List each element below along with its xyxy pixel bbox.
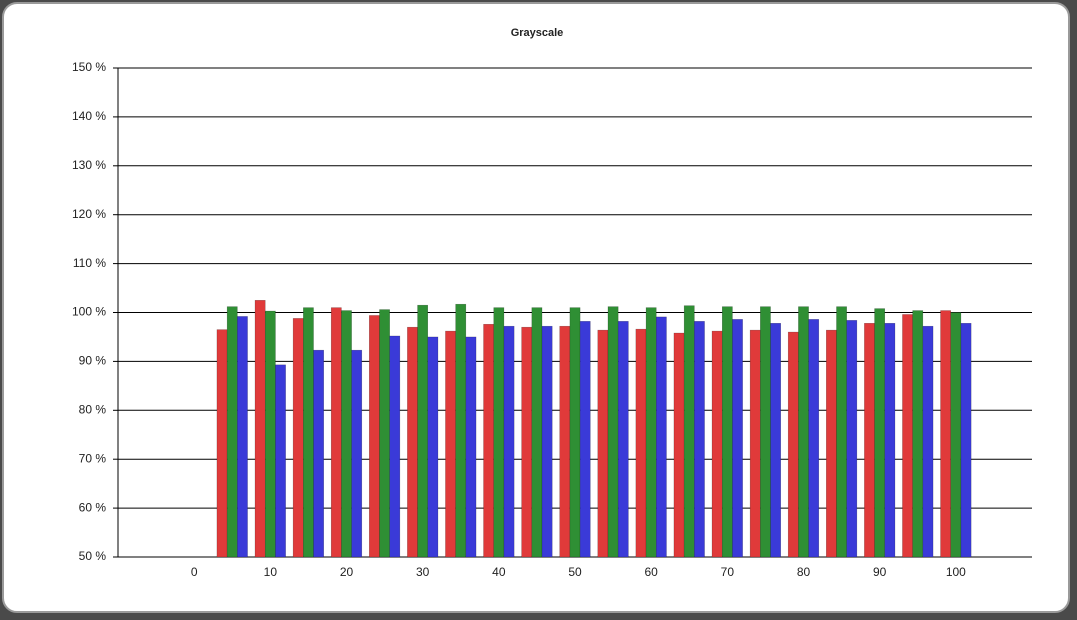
bar bbox=[864, 323, 875, 558]
y-tick-label: 50 % bbox=[79, 549, 107, 563]
bar bbox=[683, 305, 695, 558]
bar bbox=[884, 323, 896, 558]
y-tick-label: 140 % bbox=[72, 109, 106, 123]
bar bbox=[264, 310, 276, 558]
y-tick-label: 110 % bbox=[73, 256, 106, 270]
chart-title: Grayscale bbox=[511, 27, 564, 39]
bar bbox=[455, 303, 467, 558]
x-tick-label: 70 bbox=[721, 565, 735, 579]
bar bbox=[445, 330, 456, 558]
y-tick-label: 70 % bbox=[79, 451, 107, 465]
bar bbox=[541, 325, 553, 558]
bar bbox=[254, 300, 266, 558]
x-tick-label: 50 bbox=[568, 565, 582, 579]
bar bbox=[950, 312, 962, 558]
bar bbox=[379, 309, 390, 558]
x-tick-label: 100 bbox=[946, 565, 966, 579]
bar bbox=[960, 323, 972, 558]
bar bbox=[369, 315, 380, 558]
bar bbox=[749, 329, 761, 558]
bar bbox=[521, 326, 533, 558]
bar bbox=[389, 335, 401, 558]
bar bbox=[531, 307, 543, 558]
bar bbox=[579, 321, 591, 558]
bar bbox=[760, 306, 771, 558]
bar bbox=[721, 306, 733, 558]
bar bbox=[407, 326, 418, 558]
bar bbox=[417, 304, 429, 558]
bar bbox=[559, 325, 571, 558]
x-tick-label: 90 bbox=[873, 565, 887, 579]
x-tick-label: 40 bbox=[492, 565, 506, 579]
bar bbox=[226, 306, 238, 558]
x-tick-label: 60 bbox=[644, 565, 658, 579]
y-tick-label: 100 % bbox=[72, 305, 106, 319]
bar bbox=[711, 330, 723, 558]
bar bbox=[912, 310, 924, 558]
bar bbox=[798, 306, 809, 558]
bar bbox=[673, 332, 685, 558]
bar bbox=[303, 307, 314, 558]
bar bbox=[503, 325, 515, 558]
y-tick-label: 120 % bbox=[72, 207, 106, 221]
bar bbox=[940, 310, 951, 558]
bar bbox=[656, 316, 667, 558]
bar bbox=[493, 307, 505, 558]
bar bbox=[732, 319, 743, 558]
bar bbox=[846, 320, 858, 558]
bar bbox=[645, 307, 657, 558]
bar bbox=[635, 328, 647, 558]
bar bbox=[836, 306, 847, 558]
bar bbox=[237, 316, 248, 558]
bar bbox=[922, 325, 934, 558]
bar bbox=[787, 331, 799, 558]
bar bbox=[427, 336, 439, 558]
bar bbox=[216, 329, 228, 558]
y-tick-label: 60 % bbox=[79, 500, 107, 514]
bar bbox=[292, 318, 304, 558]
bar bbox=[275, 364, 286, 558]
bar bbox=[351, 349, 363, 558]
y-tick-label: 130 % bbox=[72, 158, 106, 172]
bar bbox=[597, 329, 609, 558]
y-tick-label: 150 % bbox=[72, 60, 106, 74]
bar bbox=[826, 329, 837, 558]
bar bbox=[902, 314, 913, 558]
y-tick-label: 90 % bbox=[79, 354, 107, 368]
bar bbox=[465, 336, 477, 558]
bar bbox=[808, 319, 820, 558]
x-tick-label: 10 bbox=[264, 565, 278, 579]
bar bbox=[770, 323, 781, 558]
bar bbox=[694, 321, 705, 558]
x-tick-label: 80 bbox=[797, 565, 811, 579]
bar bbox=[341, 310, 352, 558]
bar bbox=[313, 349, 324, 558]
x-tick-label: 30 bbox=[416, 565, 430, 579]
bar bbox=[874, 308, 886, 558]
bar bbox=[330, 307, 342, 558]
x-tick-label: 20 bbox=[340, 565, 354, 579]
bar bbox=[569, 307, 581, 558]
bar bbox=[483, 323, 494, 558]
y-tick-label: 80 % bbox=[79, 402, 107, 416]
x-tick-label: 0 bbox=[191, 565, 198, 579]
bar bbox=[607, 306, 619, 558]
bar bbox=[617, 321, 629, 558]
